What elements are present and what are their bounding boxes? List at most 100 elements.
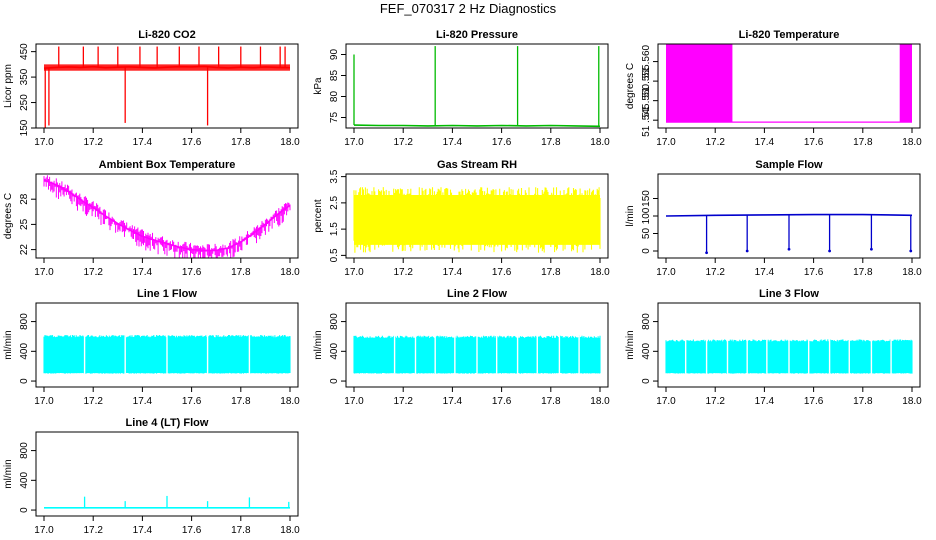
y-tick-label: 80: [329, 91, 340, 103]
y-tick-label: 51 .555: [641, 64, 652, 98]
plot-frame: [657, 302, 921, 388]
y-tick-label: 28: [19, 193, 30, 205]
plot-frame: [35, 173, 299, 259]
y-axis-label: ml/min: [3, 330, 14, 359]
y-tick-label: 0: [641, 378, 652, 384]
series-noise: [353, 335, 601, 374]
x-tick-label: 17.4: [133, 137, 153, 148]
x-tick-label: 17.8: [853, 137, 873, 148]
panel-p2: Li-820 Pressure kPa 17.0 17.2 17.4 17.6 17.8 18…: [313, 29, 610, 148]
x-tick-label: 17.0: [344, 267, 364, 278]
x-tick-label: 17.0: [344, 396, 364, 407]
y-axis-label: l/min: [625, 205, 636, 226]
y-tick-label: 2.5: [329, 195, 340, 209]
y-axis-label: Licor ppm: [3, 64, 14, 108]
data-point: [828, 249, 831, 253]
y-tick-label: 150: [19, 119, 30, 136]
y-tick-label: 0: [19, 507, 30, 513]
x-tick-label: 17.2: [393, 267, 413, 278]
x-tick-label: 17.6: [182, 396, 202, 407]
data-point: [705, 251, 708, 255]
x-tick-label: 17.6: [492, 137, 512, 148]
plot-area-p1: [43, 46, 291, 128]
data-point: [787, 247, 791, 251]
plot-frame: [657, 43, 921, 129]
y-axis-label: ml/min: [625, 330, 636, 359]
y-tick-label: 75: [329, 112, 340, 124]
x-tick-label: 17.2: [705, 396, 725, 407]
x-tick-label: 17.2: [83, 525, 103, 536]
plot-area-p2: [353, 46, 601, 128]
y-tick-label: 51 .545: [641, 103, 652, 137]
plot-area-p8: [353, 335, 601, 374]
panel-title: Gas Stream RH: [437, 159, 517, 171]
x-tick-label: 17.8: [541, 396, 561, 407]
x-tick-label: 17.0: [34, 396, 54, 407]
panel-p7: Line 1 Flow ml/min 17.0 17.2 17.4 17.6 17.8 18.…: [3, 288, 300, 407]
x-tick-label: 18.0: [590, 396, 610, 407]
plot-frame: [345, 302, 609, 388]
x-tick-label: 17.4: [443, 137, 463, 148]
y-tick-label: 400: [19, 343, 30, 360]
panel-title: Sample Flow: [755, 159, 823, 171]
x-tick-label: 18.0: [902, 396, 922, 407]
x-tick-label: 17.8: [231, 267, 251, 278]
x-tick-label: 18.0: [280, 396, 300, 407]
y-tick-label: 400: [329, 343, 340, 360]
panel-title: Line 3 Flow: [759, 288, 819, 300]
x-tick-label: 17.0: [34, 137, 54, 148]
x-tick-label: 17.8: [853, 267, 873, 278]
panel-p4: Ambient Box Temperature degrees C 17.0 17.2…: [3, 159, 300, 278]
series-noise: [43, 335, 291, 374]
y-tick-label: 150: [641, 190, 652, 207]
y-axis-label: ml/min: [313, 330, 324, 359]
plot-area-p4: [43, 175, 291, 258]
plot-area-p6: [665, 213, 913, 255]
x-tick-label: 18.0: [280, 525, 300, 536]
plot-area-p5: [353, 187, 601, 253]
x-tick-label: 17.4: [133, 525, 153, 536]
x-tick-label: 17.2: [705, 137, 725, 148]
y-tick-label: 0: [329, 378, 340, 384]
x-tick-label: 17.2: [393, 137, 413, 148]
x-tick-label: 17.6: [182, 525, 202, 536]
y-tick-label: 0: [19, 378, 30, 384]
x-tick-label: 18.0: [590, 267, 610, 278]
series-noise: [43, 175, 291, 258]
x-tick-label: 17.8: [231, 525, 251, 536]
plot-frame: [35, 43, 299, 129]
x-tick-label: 17.2: [83, 267, 103, 278]
y-tick-label: 90: [329, 49, 340, 61]
x-tick-label: 17.2: [705, 267, 725, 278]
y-tick-label: 800: [641, 313, 652, 330]
x-tick-label: 18.0: [902, 267, 922, 278]
x-tick-label: 18.0: [902, 137, 922, 148]
y-tick-label: 350: [19, 68, 30, 85]
series-line: [43, 65, 291, 69]
panel-title: Ambient Box Temperature: [99, 159, 236, 171]
series-fill: [899, 44, 912, 123]
x-tick-label: 17.6: [804, 396, 824, 407]
x-tick-label: 17.6: [804, 267, 824, 278]
y-tick-label: 0: [641, 248, 652, 254]
x-tick-label: 18.0: [590, 137, 610, 148]
data-point: [909, 249, 913, 253]
data-point: [870, 247, 873, 251]
x-tick-label: 17.6: [492, 396, 512, 407]
y-tick-label: 250: [19, 94, 30, 111]
series-line: [43, 179, 291, 252]
y-tick-label: 450: [19, 43, 30, 60]
panel-p6: Sample Flow l/min 17.0 17.2 17.4 17.6 17.8 18.0…: [625, 159, 922, 278]
y-tick-label: 100: [641, 207, 652, 224]
y-tick-label: 800: [19, 442, 30, 459]
panel-p8: Line 2 Flow ml/min 17.0 17.2 17.4 17.6 17.8 18.…: [313, 288, 610, 407]
panel-p9: Line 3 Flow ml/min 17.0 17.2 17.4 17.6 17.8 18.…: [625, 288, 922, 407]
panel-p1: Li-820 CO2 Licor ppm 17.0 17.2 17.4 17.6 17.8 1…: [3, 29, 300, 148]
x-tick-label: 18.0: [280, 267, 300, 278]
y-axis-label: percent: [313, 199, 324, 233]
x-tick-label: 17.2: [83, 137, 103, 148]
x-tick-label: 17.6: [804, 137, 824, 148]
series-line: [353, 124, 601, 128]
x-tick-label: 17.2: [83, 396, 103, 407]
y-tick-label: 400: [19, 472, 30, 489]
